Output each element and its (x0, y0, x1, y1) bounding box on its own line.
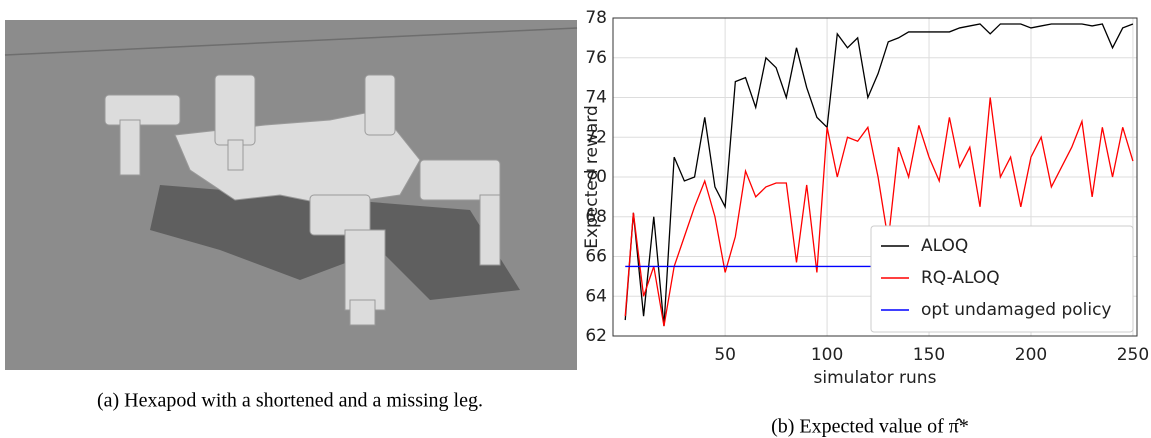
x-axis-label: simulator runs (814, 368, 937, 388)
caption-b: (b) Expected value of π̂* (771, 416, 969, 438)
plot: 62 64 66 68 70 72 74 76 78 50 100 150 200 250 simulato… (582, 8, 1149, 388)
legend-box (870, 225, 1134, 333)
robot-shadow (150, 185, 520, 300)
legend-label: RQ-ALOQ (921, 268, 1000, 288)
y-tick-label: 72 (585, 127, 607, 147)
x-tick-label: 100 (811, 345, 843, 365)
y-tick-label: 78 (585, 8, 607, 28)
axes-frame (612, 17, 1138, 337)
legend-label: opt undamaged policy (921, 300, 1112, 320)
y-tick-label: 76 (585, 48, 607, 68)
y-tick-label: 62 (585, 326, 607, 346)
x-tick-label: 150 (913, 345, 945, 365)
y-tick-label: 68 (585, 207, 607, 227)
x-tick-label: 200 (1015, 345, 1047, 365)
y-tick-label: 74 (585, 88, 607, 108)
x-tick-label: 250 (1117, 345, 1149, 365)
caption-a: (a) Hexapod with a shortened and a missi… (97, 390, 483, 412)
floor-line (4, 27, 578, 56)
y-axis-label: Expected reward (582, 105, 602, 249)
series-line (624, 97, 1134, 327)
series-line (624, 23, 1134, 327)
y-tick-label: 66 (585, 247, 607, 267)
y-tick-label: 70 (585, 167, 607, 187)
y-tick-label: 64 (585, 286, 607, 306)
legend-label: ALOQ (921, 236, 968, 256)
x-tick-label: 50 (714, 345, 736, 365)
hexapod-render (4, 20, 578, 370)
robot (104, 74, 501, 326)
